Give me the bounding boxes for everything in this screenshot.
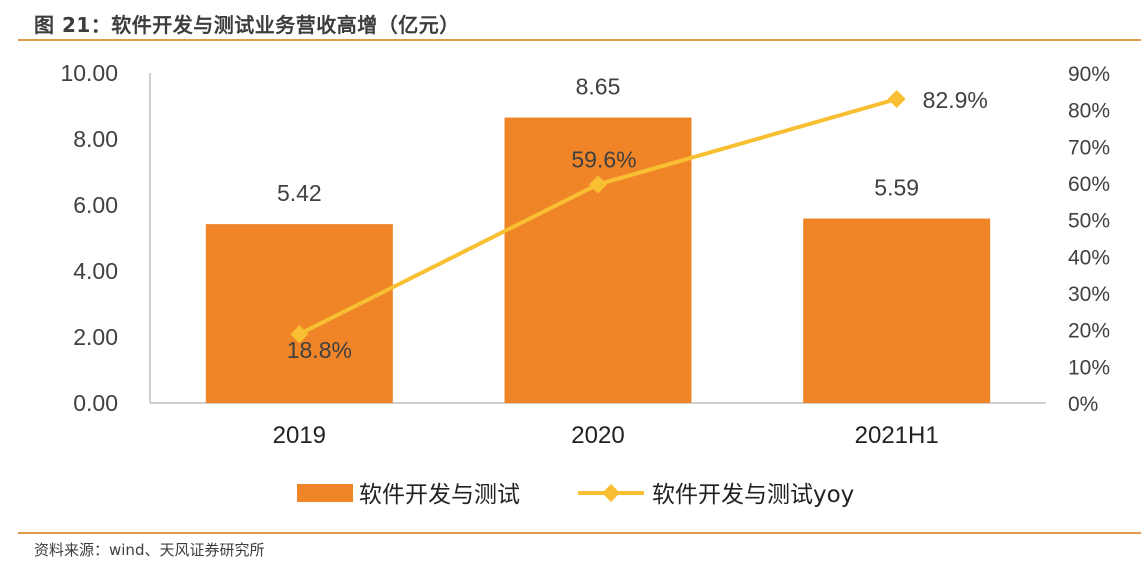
x-axis-ticks: 2019 2020 2021H1 bbox=[273, 422, 939, 449]
left-axis-tick-label: 6.00 bbox=[73, 192, 118, 218]
x-axis-tick-label: 2020 bbox=[571, 422, 624, 449]
x-axis-tick-label: 2019 bbox=[273, 422, 326, 449]
legend-bar-label: 软件开发与测试 bbox=[359, 482, 520, 508]
legend: 软件开发与测试 软件开发与测试yoy bbox=[297, 482, 854, 508]
yoy-value-label: 18.8% bbox=[287, 337, 352, 363]
bar-value-label: 5.59 bbox=[874, 175, 919, 201]
bar-value-label: 5.42 bbox=[277, 180, 322, 206]
right-axis-tick-label: 70% bbox=[1068, 136, 1110, 159]
yoy-value-label: 59.6% bbox=[571, 146, 636, 172]
yoy-point bbox=[589, 175, 607, 194]
legend-diamond-marker bbox=[602, 484, 620, 502]
left-axis-tick-label: 4.00 bbox=[73, 258, 118, 284]
yoy-line-series bbox=[290, 90, 906, 344]
revenue-chart: 0.00 2.00 4.00 6.00 8.00 10.00 0% 10% 20% 30% 40%… bbox=[60, 60, 1110, 508]
title-divider bbox=[18, 39, 1141, 41]
bar bbox=[803, 218, 991, 403]
right-axis-ticks: 0% 10% 20% 30% 40% 50% 60% 70% 80% 90% bbox=[1068, 63, 1110, 416]
source-divider bbox=[18, 532, 1141, 534]
right-axis-tick-label: 40% bbox=[1068, 246, 1110, 269]
right-axis-tick-label: 30% bbox=[1068, 283, 1110, 306]
bar-data-labels: 5.42 8.65 5.59 bbox=[277, 74, 919, 207]
bar-series bbox=[205, 117, 991, 404]
yoy-point bbox=[290, 325, 309, 344]
legend-bar-swatch bbox=[297, 484, 353, 502]
right-axis-tick-label: 80% bbox=[1068, 100, 1110, 123]
right-axis-tick-label: 20% bbox=[1068, 320, 1110, 343]
right-axis-tick-label: 0% bbox=[1068, 393, 1098, 416]
right-axis-tick-label: 90% bbox=[1068, 63, 1110, 86]
left-axis-tick-label: 8.00 bbox=[73, 126, 118, 152]
right-axis-tick-label: 50% bbox=[1068, 210, 1110, 233]
x-axis-tick-label: 2021H1 bbox=[855, 422, 939, 449]
yoy-value-label: 82.9% bbox=[923, 87, 988, 113]
left-axis-tick-label: 10.00 bbox=[60, 60, 118, 86]
right-axis-tick-label: 10% bbox=[1068, 356, 1110, 379]
legend-line-label: 软件开发与测试yoy bbox=[652, 482, 854, 508]
bar bbox=[205, 224, 393, 403]
left-axis-ticks: 0.00 2.00 4.00 6.00 8.00 10.00 bbox=[60, 60, 118, 416]
source-note: 资料来源：wind、天风证券研究所 bbox=[34, 541, 265, 559]
bar-value-label: 8.65 bbox=[576, 74, 621, 100]
yoy-point bbox=[887, 90, 906, 109]
left-axis-tick-label: 2.00 bbox=[73, 324, 118, 350]
figure-title: 图 21：软件开发与测试业务营收高增（亿元） bbox=[34, 13, 460, 37]
right-axis-tick-label: 60% bbox=[1068, 173, 1110, 196]
left-axis-tick-label: 0.00 bbox=[73, 390, 118, 416]
line-data-labels: 18.8% 59.6% 82.9% bbox=[287, 87, 988, 363]
